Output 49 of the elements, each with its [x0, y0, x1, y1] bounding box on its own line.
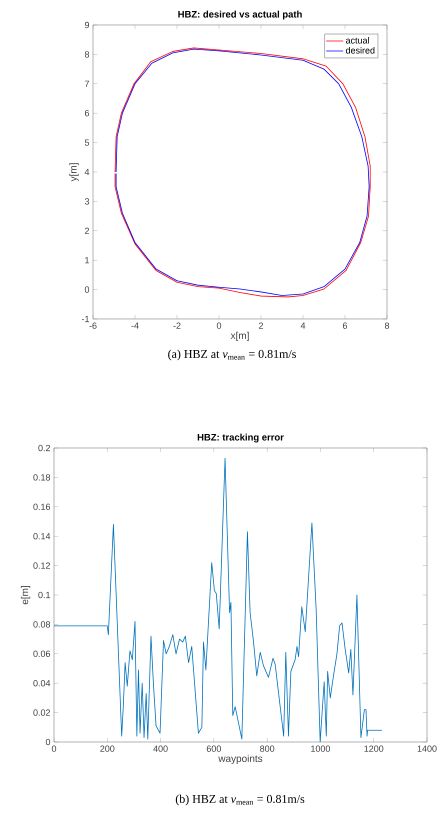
y-tick-label: 8: [84, 51, 90, 58]
y-tick-label: 0.06: [33, 650, 50, 657]
x-tick-label: 1200: [364, 746, 384, 752]
x-tick-label: -6: [89, 322, 97, 329]
x-tick-label: 8: [384, 322, 390, 329]
x-tick-label: 800: [260, 746, 274, 752]
legend-label: desired: [346, 46, 374, 54]
y-tick-label: 0.02: [33, 709, 50, 716]
y-tick-label: 1: [85, 257, 90, 264]
x-tick-label: -4: [131, 322, 139, 329]
y-tick-label: 7: [84, 80, 90, 87]
y-tick-label: 0.08: [33, 621, 50, 628]
x-tick-label: 4: [300, 322, 306, 329]
x-tick-label: 0: [52, 746, 56, 752]
y-tick-label: 3: [84, 198, 90, 205]
chart-title: HBZ: tracking error: [198, 434, 284, 442]
x-tick-label: 600: [206, 746, 221, 752]
x-tick-label: -2: [173, 322, 181, 329]
y-tick-label: 0.1: [38, 592, 50, 598]
x-tick-label: 400: [153, 746, 168, 752]
y-tick-label: 2: [84, 228, 90, 234]
x-axis-title: x[m]: [230, 332, 249, 341]
y-axis-title: y[m]: [69, 163, 79, 182]
y-tick-label: 0.12: [33, 562, 50, 569]
y-tick-label: 5: [84, 139, 90, 146]
y-axis-title: e[m]: [20, 586, 30, 604]
y-tick-label: 4: [84, 168, 90, 176]
x-tick-label: 1000: [311, 746, 330, 752]
x-tick-label: 2: [258, 322, 264, 329]
y-tick-label: -1: [82, 316, 90, 322]
x-tick-label: 1400: [418, 746, 437, 752]
x-axis-title: waypoints: [218, 754, 262, 764]
y-tick-label: 0: [46, 738, 50, 746]
y-tick-label: 0.18: [33, 474, 50, 481]
y-tick-label: 0.14: [33, 533, 50, 540]
legend-label: actual: [346, 36, 369, 44]
line-series: [54, 458, 382, 742]
y-tick-label: 0.16: [33, 504, 50, 510]
y-tick-label: 0.04: [33, 680, 50, 686]
text: (b) HBZ at v$_{mean}$ = 0.81m/s: [176, 794, 304, 806]
y-tick-label: 0.2: [38, 444, 50, 452]
chart-title: HBZ: desired vs actual path: [178, 10, 302, 20]
x-tick-label: 6: [342, 322, 348, 329]
text: (a) HBZ at v$_{mean}$ = 0.81m/s: [168, 350, 296, 360]
y-tick-label: 6: [84, 110, 90, 116]
x-tick-label: 0: [216, 322, 222, 329]
y-tick-label: 9: [84, 22, 90, 28]
x-tick-label: 200: [100, 746, 114, 752]
y-tick-label: 0: [84, 286, 90, 293]
